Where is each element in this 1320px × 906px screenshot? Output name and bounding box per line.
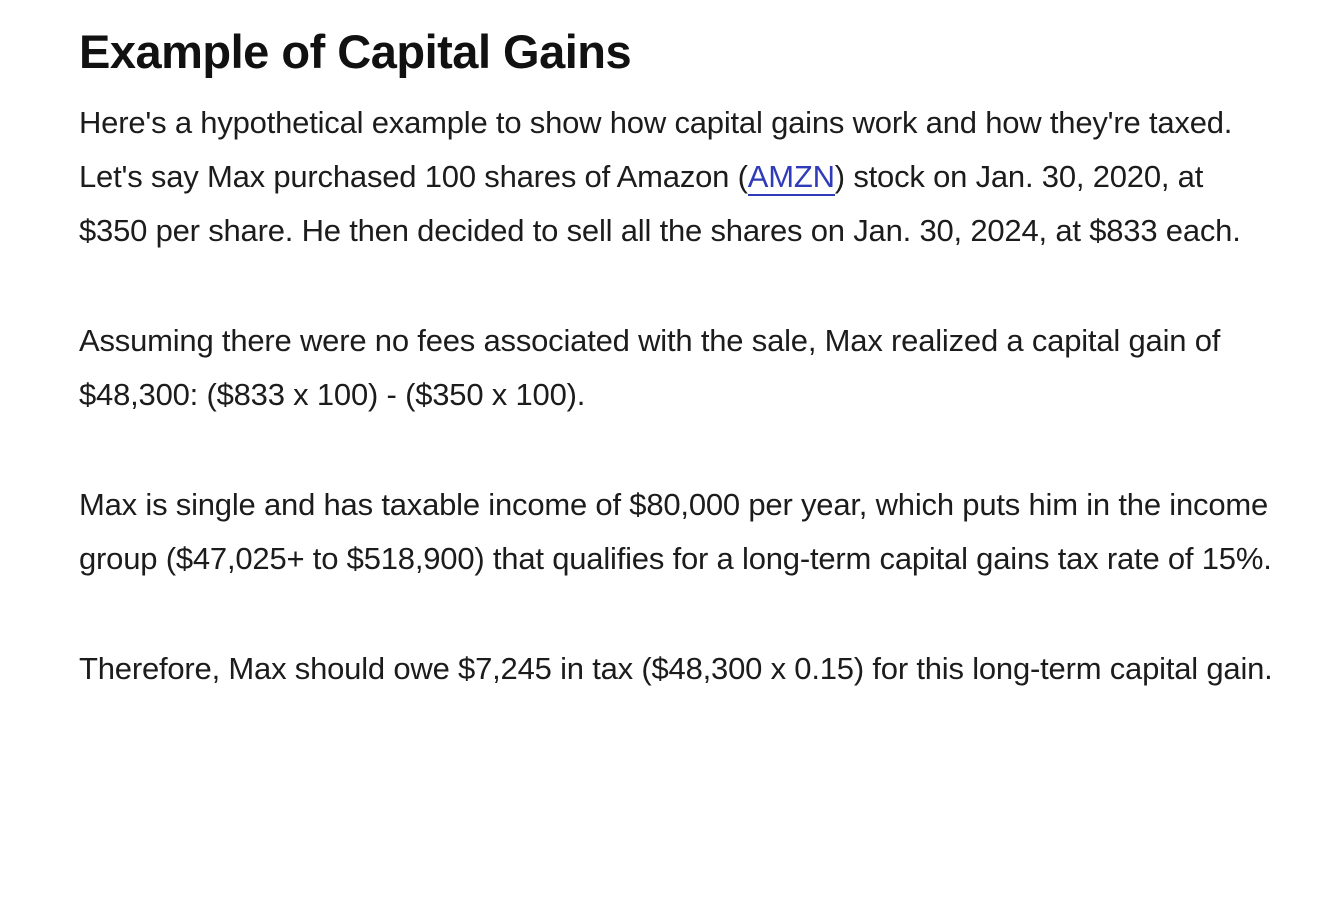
- paragraph-purchase-example: Here's a hypothetical example to show ho…: [79, 96, 1279, 258]
- paragraph-tax-bracket: Max is single and has taxable income of …: [79, 487, 1272, 576]
- paragraph-tax-owed: Therefore, Max should owe $7,245 in tax …: [79, 651, 1273, 686]
- section-heading: Example of Capital Gains: [79, 25, 632, 78]
- amzn-ticker-link[interactable]: AMZN: [747, 159, 835, 196]
- paragraph-text: ) stock on Jan. 30, 2020, at $350 per sh…: [79, 159, 1241, 248]
- paragraph-text: Here's a hypothetical example to show ho…: [79, 105, 1233, 194]
- article-section: Example of Capital Gains Here's a hypoth…: [79, 22, 1279, 696]
- paragraph-capital-gain: Assuming there were no fees associated w…: [79, 323, 1221, 412]
